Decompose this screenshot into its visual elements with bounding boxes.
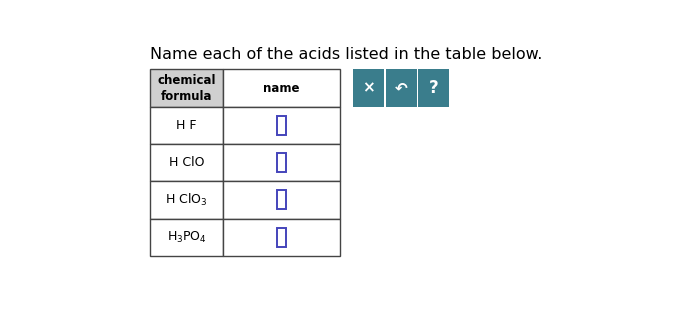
Bar <box>150 218 223 256</box>
Bar <box>276 153 286 172</box>
Text: name: name <box>263 82 300 95</box>
Bar <box>276 116 286 135</box>
Bar <box>354 69 384 107</box>
Bar <box>223 107 340 144</box>
Text: H ClO: H ClO <box>169 156 204 169</box>
Bar <box>419 69 449 107</box>
Text: ?: ? <box>429 79 439 97</box>
Text: H ClO$_3$: H ClO$_3$ <box>165 192 208 208</box>
Bar <box>276 228 286 247</box>
Text: ↶: ↶ <box>395 80 407 95</box>
Bar <box>223 144 340 181</box>
Bar <box>386 69 416 107</box>
Bar <box>276 190 286 209</box>
Bar <box>150 181 223 218</box>
Text: ×: × <box>363 80 375 95</box>
Text: H$_3$PO$_4$: H$_3$PO$_4$ <box>167 230 206 245</box>
Bar <box>223 181 340 218</box>
Text: chemical
formula: chemical formula <box>158 74 216 103</box>
Text: Name each of the acids listed in the table below.: Name each of the acids listed in the tab… <box>150 47 542 62</box>
Bar <box>150 144 223 181</box>
Bar <box>150 69 223 107</box>
Bar <box>223 69 340 107</box>
Bar <box>150 107 223 144</box>
Bar <box>223 218 340 256</box>
Text: H F: H F <box>176 119 197 132</box>
